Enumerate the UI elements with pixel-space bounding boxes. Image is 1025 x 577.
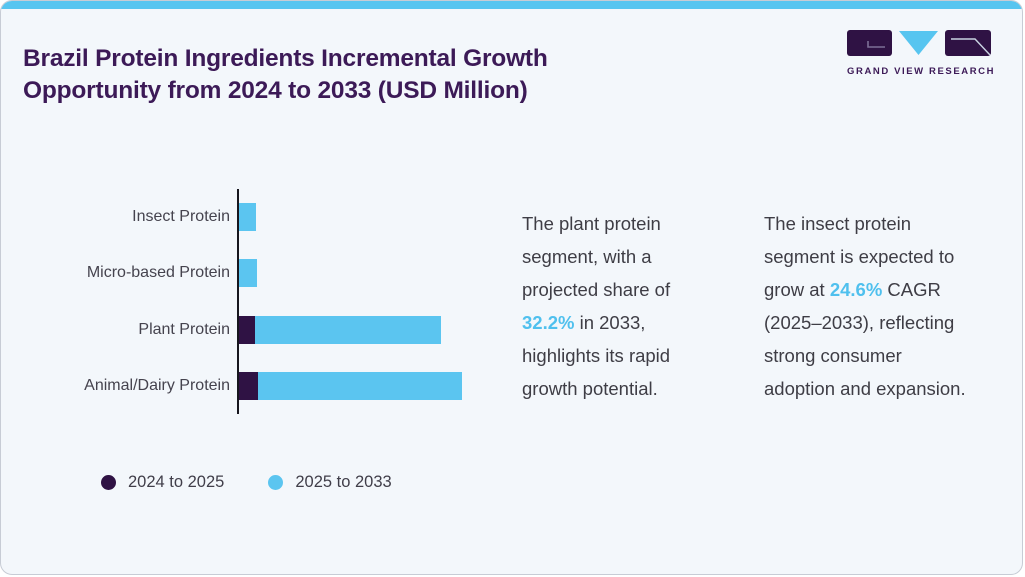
- insight-text: The plant protein segment, with a projec…: [522, 212, 671, 300]
- gvr-logo-wordmark: GRAND VIEW RESEARCH: [847, 66, 996, 77]
- legend-item-2024-2025: 2024 to 2025: [101, 473, 224, 492]
- insight-text: in 2033, highlights its rapid growth pot…: [522, 311, 671, 399]
- page-title: Brazil Protein Ingredients Incremental G…: [23, 43, 683, 107]
- legend-dot-purple-icon: [101, 475, 116, 490]
- insight-highlight-value: 24.6%: [829, 278, 883, 300]
- bar-segment: [239, 371, 258, 400]
- legend-item-2025-2033: 2025 to 2033: [268, 473, 392, 492]
- bar-group: [239, 371, 462, 400]
- grand-view-research-logo: GRAND VIEW RESEARCH: [847, 30, 996, 77]
- bar-chart: Insect Protein Micro-based Protein Plant P…: [31, 189, 501, 414]
- card-top-accent-bar: [1, 1, 1022, 9]
- bar-segment: [239, 203, 256, 231]
- chart-legend: 2024 to 2025 2025 to 2033: [101, 473, 392, 492]
- insight-insect-protein: The insect protein segment is expected t…: [764, 207, 966, 405]
- bar-group: [239, 315, 441, 344]
- legend-label: 2025 to 2033: [295, 473, 392, 491]
- category-label: Animal/Dairy Protein: [84, 376, 230, 394]
- chart-row: Insect Protein: [31, 203, 501, 231]
- insight-text: The insect protein segment is expected t…: [764, 212, 955, 300]
- bar-segment: [255, 315, 441, 344]
- chart-row: Micro-based Protein: [31, 259, 501, 288]
- insight-highlight-value: 32.2%: [522, 311, 575, 333]
- insight-text: CAGR (2025–2033), reflecting strong cons…: [764, 278, 966, 399]
- category-label: Insect Protein: [132, 208, 230, 225]
- bar-segment: [239, 315, 255, 344]
- chart-row: Plant Protein: [31, 315, 501, 344]
- legend-dot-blue-icon: [268, 475, 284, 490]
- page-title-line2: Opportunity from 2024 to 2033 (USD Milli…: [23, 77, 528, 105]
- gvr-logo-icon: [847, 30, 991, 56]
- bar-group: [239, 203, 256, 231]
- chart-y-axis-line: [237, 189, 239, 414]
- bar-segment: [239, 259, 257, 288]
- bar-segment: [258, 371, 462, 400]
- page-title-line1: Brazil Protein Ingredients Incremental G…: [23, 45, 548, 73]
- legend-label: 2024 to 2025: [128, 473, 225, 491]
- category-label: Micro-based Protein: [86, 264, 230, 282]
- category-label: Plant Protein: [138, 320, 230, 338]
- bar-group: [239, 259, 257, 288]
- insight-plant-protein: The plant protein segment, with a projec…: [522, 207, 724, 405]
- chart-row: Animal/Dairy Protein: [31, 371, 501, 400]
